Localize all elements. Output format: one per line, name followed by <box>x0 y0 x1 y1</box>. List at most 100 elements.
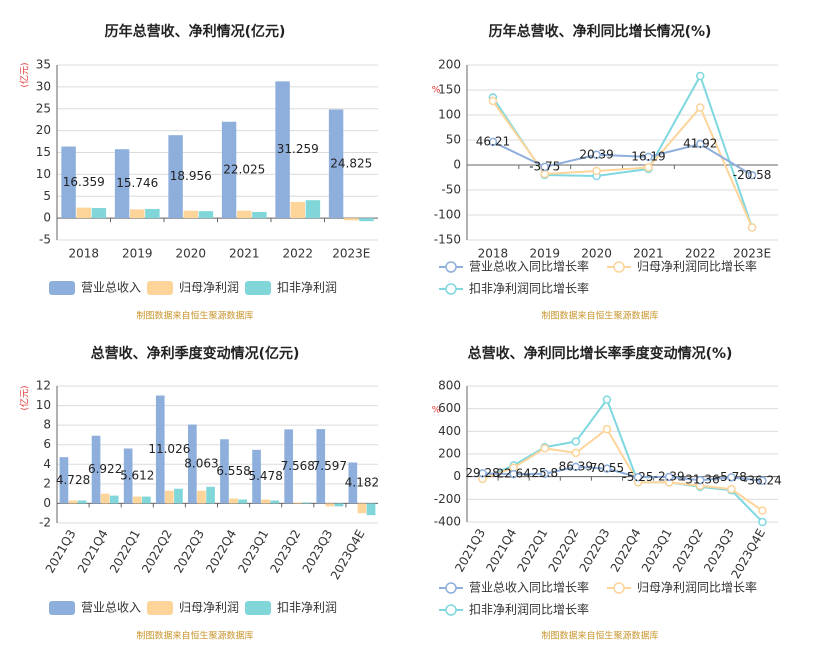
bar <box>305 200 321 219</box>
legend-label: 归母净利润同比增长率 <box>637 259 757 274</box>
x-tick-label: 2021Q4 <box>75 527 111 575</box>
bar <box>77 500 87 504</box>
y-tick-label: 400 <box>438 424 461 438</box>
data-label: 6.558 <box>216 464 250 478</box>
x-tick-label: 2022Q2 <box>139 527 175 575</box>
y-tick-label: 10 <box>36 398 51 412</box>
point <box>540 469 549 478</box>
point <box>509 469 518 479</box>
y-tick-label: -200 <box>434 492 461 506</box>
bar <box>114 149 130 219</box>
bar <box>290 201 305 219</box>
legend-swatch <box>147 601 173 615</box>
point <box>602 464 612 473</box>
data-label: 5.612 <box>120 468 154 482</box>
bar <box>270 500 280 504</box>
bar <box>261 499 270 504</box>
x-tick-label: 2023Q1 <box>235 527 271 575</box>
data-label: 6.922 <box>88 462 122 476</box>
point <box>571 462 581 472</box>
x-tick-label: 2020 <box>175 247 206 261</box>
unit-label: (亿元) <box>19 62 31 87</box>
legend-label: 归母净利润 <box>179 601 239 615</box>
data-label: -20.58 <box>733 168 772 182</box>
y-tick-label: -50 <box>441 183 461 197</box>
point <box>758 517 767 527</box>
data-label: 70.55 <box>590 461 624 475</box>
x-tick-label: 2022Q1 <box>107 527 143 575</box>
point <box>696 139 705 149</box>
point <box>571 448 581 458</box>
y-tick-label: 20 <box>36 123 51 137</box>
point <box>488 96 498 106</box>
data-label: 16.19 <box>631 149 665 163</box>
point <box>602 395 612 404</box>
legend-swatch <box>147 281 173 295</box>
x-tick-label: 2018 <box>478 247 509 261</box>
x-tick-label: 2018 <box>68 247 99 261</box>
point <box>696 71 705 81</box>
point <box>633 473 643 482</box>
data-label: 4.182 <box>345 475 379 489</box>
bar <box>91 208 107 219</box>
y-tick-label: 15 <box>36 145 51 159</box>
legend-swatch <box>49 281 75 295</box>
bar <box>59 457 69 504</box>
data-label: 29.28 <box>465 466 499 480</box>
bar <box>109 495 119 504</box>
point <box>696 103 705 112</box>
y-tick-label: 200 <box>438 447 461 461</box>
data-label: -2.39 <box>654 469 685 483</box>
legend-label: 营业总收入同比增长率 <box>469 259 589 274</box>
source-note: 制图数据来自恒生聚源数据库 <box>136 310 253 322</box>
data-label: 41.92 <box>683 137 717 151</box>
y-tick-label: 0 <box>453 158 461 172</box>
legend-label: 营业总收入 <box>81 281 141 295</box>
legend-label: 扣非净利润 <box>277 601 337 615</box>
x-tick-label: 2021Q3 <box>43 527 79 575</box>
legend-label: 营业总收入同比增长率 <box>469 580 589 595</box>
y-tick-label: 25 <box>36 101 51 115</box>
bar <box>174 488 183 504</box>
bar <box>91 435 101 504</box>
x-tick-label: 2022 <box>685 247 716 261</box>
chart-title: 历年总营收、净利情况(亿元) <box>105 23 286 40</box>
bar <box>188 424 197 504</box>
data-label: 16.359 <box>63 175 105 189</box>
point <box>747 171 757 180</box>
bar <box>132 496 142 504</box>
bar <box>348 462 358 504</box>
x-tick-label: 2023E <box>332 247 370 261</box>
bar <box>68 500 78 504</box>
x-tick-label: 2020 <box>581 247 612 261</box>
y-tick-label: 10 <box>36 167 51 181</box>
y-tick-label: 35 <box>36 58 51 72</box>
bar <box>293 502 303 504</box>
legend-label: 扣非净利润同比增长率 <box>469 281 589 296</box>
legend-label: 归母净利润 <box>179 281 239 295</box>
x-tick-label: 2019 <box>529 247 560 261</box>
x-tick-label: 2022Q3 <box>171 527 207 575</box>
bar <box>155 395 165 504</box>
y-tick-label: 150 <box>438 83 461 97</box>
legend-marker <box>445 261 457 273</box>
legend-swatch <box>49 601 75 615</box>
point <box>696 475 705 485</box>
bar <box>334 503 344 507</box>
point <box>727 473 736 482</box>
legend-marker <box>445 283 457 295</box>
legend-marker <box>613 582 625 594</box>
legend-label: 扣非净利润同比增长率 <box>469 602 589 617</box>
data-label: 25.8 <box>531 466 558 480</box>
y-tick-label: 600 <box>438 401 461 415</box>
bar <box>275 81 290 219</box>
legend-marker <box>445 604 457 616</box>
bar <box>237 210 252 219</box>
legend-swatch <box>245 601 271 615</box>
data-label: 11.026 <box>148 442 190 456</box>
bar <box>359 218 374 222</box>
bar <box>316 429 326 504</box>
x-tick-label: 2023Q2 <box>267 527 303 575</box>
data-label: -3.75 <box>529 159 560 173</box>
legend-swatch <box>245 281 271 295</box>
